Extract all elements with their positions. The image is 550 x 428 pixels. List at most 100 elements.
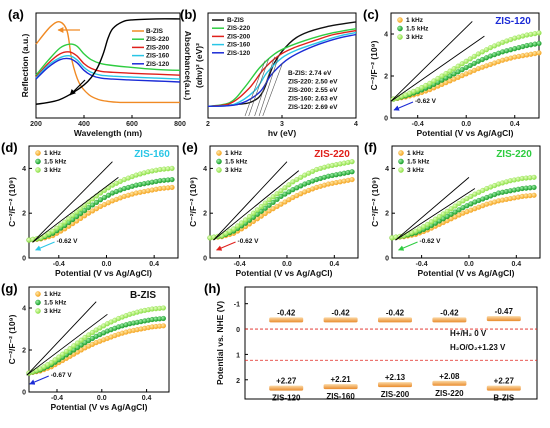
y-tick-label: 4 — [203, 166, 207, 173]
panel-label: (a) — [8, 7, 24, 22]
panel-title: ZIS-120 — [495, 16, 531, 27]
y-axis-label: C⁻²/F⁻² (10⁹) — [7, 177, 17, 227]
data-point-1-khz — [160, 323, 166, 329]
axes-frame — [390, 12, 540, 119]
x-axis-label: Potential (V vs Ag/AgCl) — [236, 268, 333, 278]
legend-entry: ZIS-200 — [146, 44, 170, 51]
data-point-3-khz — [266, 197, 272, 203]
data-point-1-khz — [282, 199, 288, 205]
y-axis-label: C⁻²/F⁻² (10⁹) — [370, 177, 380, 227]
fit-line — [390, 21, 473, 102]
data-point-3-khz — [235, 223, 241, 229]
data-point-3-khz — [428, 219, 435, 225]
data-point-1-khz — [286, 197, 292, 203]
axes-frame — [28, 286, 170, 393]
data-point-1-5-khz — [471, 60, 477, 66]
axes-frame — [28, 145, 179, 259]
data-point-1-5-khz — [278, 193, 284, 199]
legend-entry: ZIS-200 — [227, 33, 251, 40]
legend-marker — [398, 150, 404, 156]
data-point-3-khz — [82, 334, 88, 340]
x-tick-label: 0.0 — [102, 261, 112, 268]
x-tick-label: -0.4 — [53, 261, 65, 268]
vb-value-label: +2.27 — [494, 377, 515, 386]
series-line-b-zis-absorbance — [35, 18, 181, 105]
data-point-3-khz — [436, 214, 442, 220]
flatband-arrow — [216, 241, 236, 251]
category-label: ZIS-220 — [435, 389, 464, 398]
x-tick-label: 4 — [354, 121, 358, 128]
data-point-3-khz — [274, 191, 280, 197]
data-point-1-khz — [86, 210, 92, 216]
series-line-zis-200-reflection — [35, 51, 181, 78]
legend-marker — [35, 150, 41, 156]
data-point-3-khz — [413, 228, 419, 234]
y-axis-label: C⁻²/F⁻² (10⁹) — [188, 177, 198, 227]
tangent-line — [262, 62, 284, 117]
x-axis-label: Potential (V vs Ag/AgCl) — [418, 268, 515, 278]
fit-line — [32, 177, 119, 243]
data-point-3-khz — [160, 305, 166, 311]
cb-level-bar — [269, 317, 304, 323]
data-point-3-khz — [54, 225, 60, 231]
data-point-1-5-khz — [459, 67, 465, 73]
cb-value-label: -0.47 — [495, 307, 514, 316]
data-point-1-khz — [274, 203, 280, 210]
data-point-3-khz — [282, 185, 288, 191]
data-point-3-khz — [475, 51, 481, 57]
y-tick-label: 0 — [384, 116, 388, 123]
data-point-1-5-khz — [86, 205, 92, 211]
data-point-3-khz — [56, 354, 62, 360]
tangent-line — [248, 58, 269, 117]
y-axis-label: C⁻²/F⁻² (10⁹) — [7, 314, 17, 364]
legend-marker — [216, 150, 222, 156]
data-point-3-khz — [460, 198, 466, 204]
legend-marker — [35, 167, 41, 173]
cb-level-bar — [378, 317, 412, 323]
x-axis-label: Potential (V vs Ag/AgCl) — [51, 402, 148, 412]
x-tick-label: 600 — [126, 121, 138, 128]
legend-entry: 1 kHz — [44, 291, 62, 298]
legend-marker — [216, 167, 222, 173]
data-point-3-khz — [468, 193, 474, 199]
data-point-1-5-khz — [463, 65, 469, 71]
fit-line — [395, 177, 470, 241]
data-point-1-5-khz — [274, 196, 280, 202]
legend-entry: ZIS-220 — [227, 25, 251, 32]
bandgap-label: B-ZIS: 2.74 eV — [288, 70, 332, 77]
x-tick-label: 800 — [174, 121, 186, 128]
legend-entry: 1 kHz — [44, 150, 62, 157]
data-point-3-khz — [349, 159, 355, 165]
flatband-label: -0.62 V — [415, 98, 437, 105]
data-point-3-khz — [471, 53, 477, 59]
data-point-3-khz — [432, 216, 438, 222]
vb-value-label: +2.21 — [330, 375, 351, 384]
reference-label: H+/H₂ 0 V — [450, 329, 487, 338]
data-point-1-5-khz — [97, 197, 104, 203]
legend-marker — [35, 308, 41, 314]
data-point-1-5-khz — [455, 69, 461, 75]
data-point-3-khz — [479, 49, 485, 55]
panel-f: (f) -0.62 V -0.4 0.0 0.4 0 2 4 Potential (V vs A… — [364, 140, 541, 278]
bandgap-label: ZIS-120: 2.69 eV — [288, 104, 338, 111]
data-point-3-khz — [231, 226, 237, 232]
data-point-1-5-khz — [101, 194, 108, 201]
data-point-3-khz — [58, 222, 64, 228]
data-point-3-khz — [463, 58, 469, 64]
panel-label: (c) — [363, 7, 379, 22]
data-point-1-5-khz — [93, 199, 100, 205]
data-point-3-khz — [424, 221, 431, 227]
tangent-line — [258, 54, 280, 117]
data-point-3-khz — [452, 203, 458, 209]
data-point-3-khz — [427, 80, 433, 86]
cb-level-bar — [432, 317, 467, 323]
y-tick-label: 0 — [236, 327, 240, 334]
data-point-3-khz — [246, 214, 253, 220]
legend-entry: 1 kHz — [406, 17, 424, 24]
data-point-1-5-khz — [105, 192, 112, 198]
bandgap-label: ZIS-220: 2.50 eV — [288, 79, 338, 86]
y-axis-label-right: Absorbance(a.u.) — [183, 31, 193, 101]
y-axis-label: Reflection (a.u.) — [20, 33, 30, 97]
legend-entry: 1.5 kHz — [225, 159, 248, 166]
